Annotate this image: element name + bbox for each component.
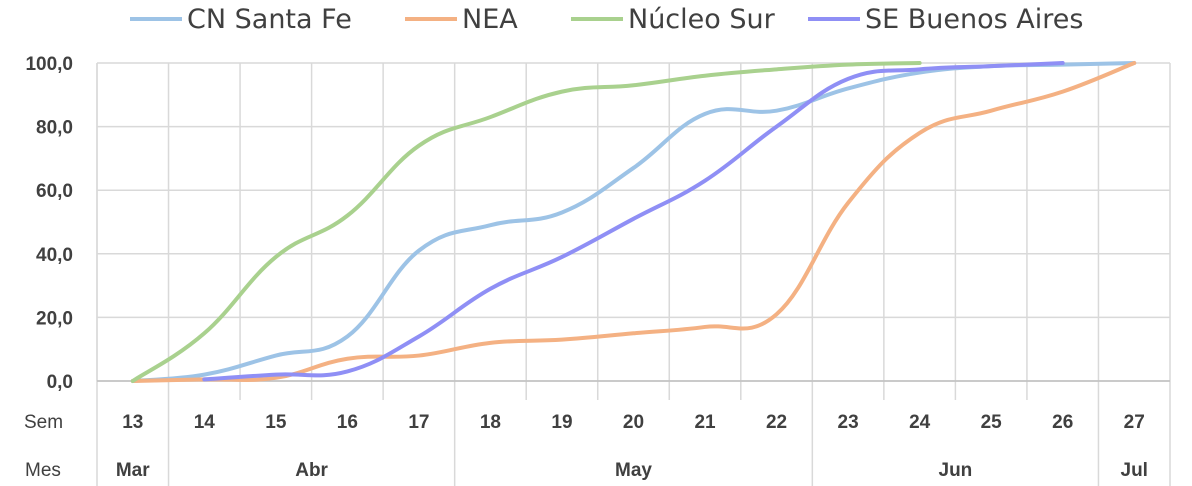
x-tick-label-week: 27 <box>1124 412 1145 433</box>
x-tick-label-week: 23 <box>838 412 859 433</box>
x-tick-label-week: 22 <box>766 412 787 433</box>
series-line-se-buenos-aires <box>202 61 1065 382</box>
y-tick-label: 0,0 <box>47 372 73 393</box>
x-tick-label-month: Jul <box>1121 460 1148 481</box>
chart-legend: CN Santa Fe NEA Núcleo Sur SE Buenos Aires <box>130 4 1083 35</box>
legend-label: NEA <box>462 4 518 35</box>
x-tick-label-week: 13 <box>122 412 143 433</box>
x-tick-label-month: Jun <box>939 460 973 481</box>
x-tick-label-week: 20 <box>623 412 644 433</box>
series-line-nucleo-sur <box>130 61 922 383</box>
series-line-nea <box>130 61 1137 383</box>
x-tick-label-week: 16 <box>337 412 358 433</box>
x-tick-label-month: Abr <box>295 460 328 481</box>
x-tick-label-week: 24 <box>909 412 931 433</box>
x-tick-label-week: 17 <box>408 412 429 433</box>
y-axis-ticks: 0,0 20,0 40,0 60,0 80,0 100,0 <box>25 54 73 393</box>
x-tick-label-week: 19 <box>551 412 572 433</box>
x-tick-label-week: 25 <box>981 412 1003 433</box>
week-row-label: Sem <box>24 412 63 433</box>
x-tick-label-week: 26 <box>1052 412 1073 433</box>
x-axis-month-labels: Mar Abr May Jun Jul <box>116 460 1148 481</box>
x-tick-label-week: 14 <box>194 412 216 433</box>
month-row-label: Mes <box>25 460 61 481</box>
x-axis-week-ticks: 13 14 15 16 17 18 19 20 21 22 23 24 25 26 27 <box>122 412 1145 433</box>
x-tick-label-week: 15 <box>265 412 287 433</box>
x-tick-label-month: May <box>615 460 652 481</box>
y-tick-label: 60,0 <box>36 181 73 202</box>
chart-grid <box>96 62 1171 486</box>
x-tick-label-week: 21 <box>694 412 716 433</box>
legend-label: SE Buenos Aires <box>865 4 1083 35</box>
y-tick-label: 20,0 <box>36 308 73 329</box>
x-tick-label-month: Mar <box>116 460 150 481</box>
series-lines <box>130 61 1137 383</box>
legend-label: CN Santa Fe <box>187 4 352 35</box>
legend-label: Núcleo Sur <box>628 4 776 35</box>
y-tick-label: 40,0 <box>36 245 73 266</box>
y-tick-label: 80,0 <box>36 118 73 139</box>
x-tick-label-week: 18 <box>480 412 501 433</box>
y-tick-label: 100,0 <box>25 54 73 75</box>
